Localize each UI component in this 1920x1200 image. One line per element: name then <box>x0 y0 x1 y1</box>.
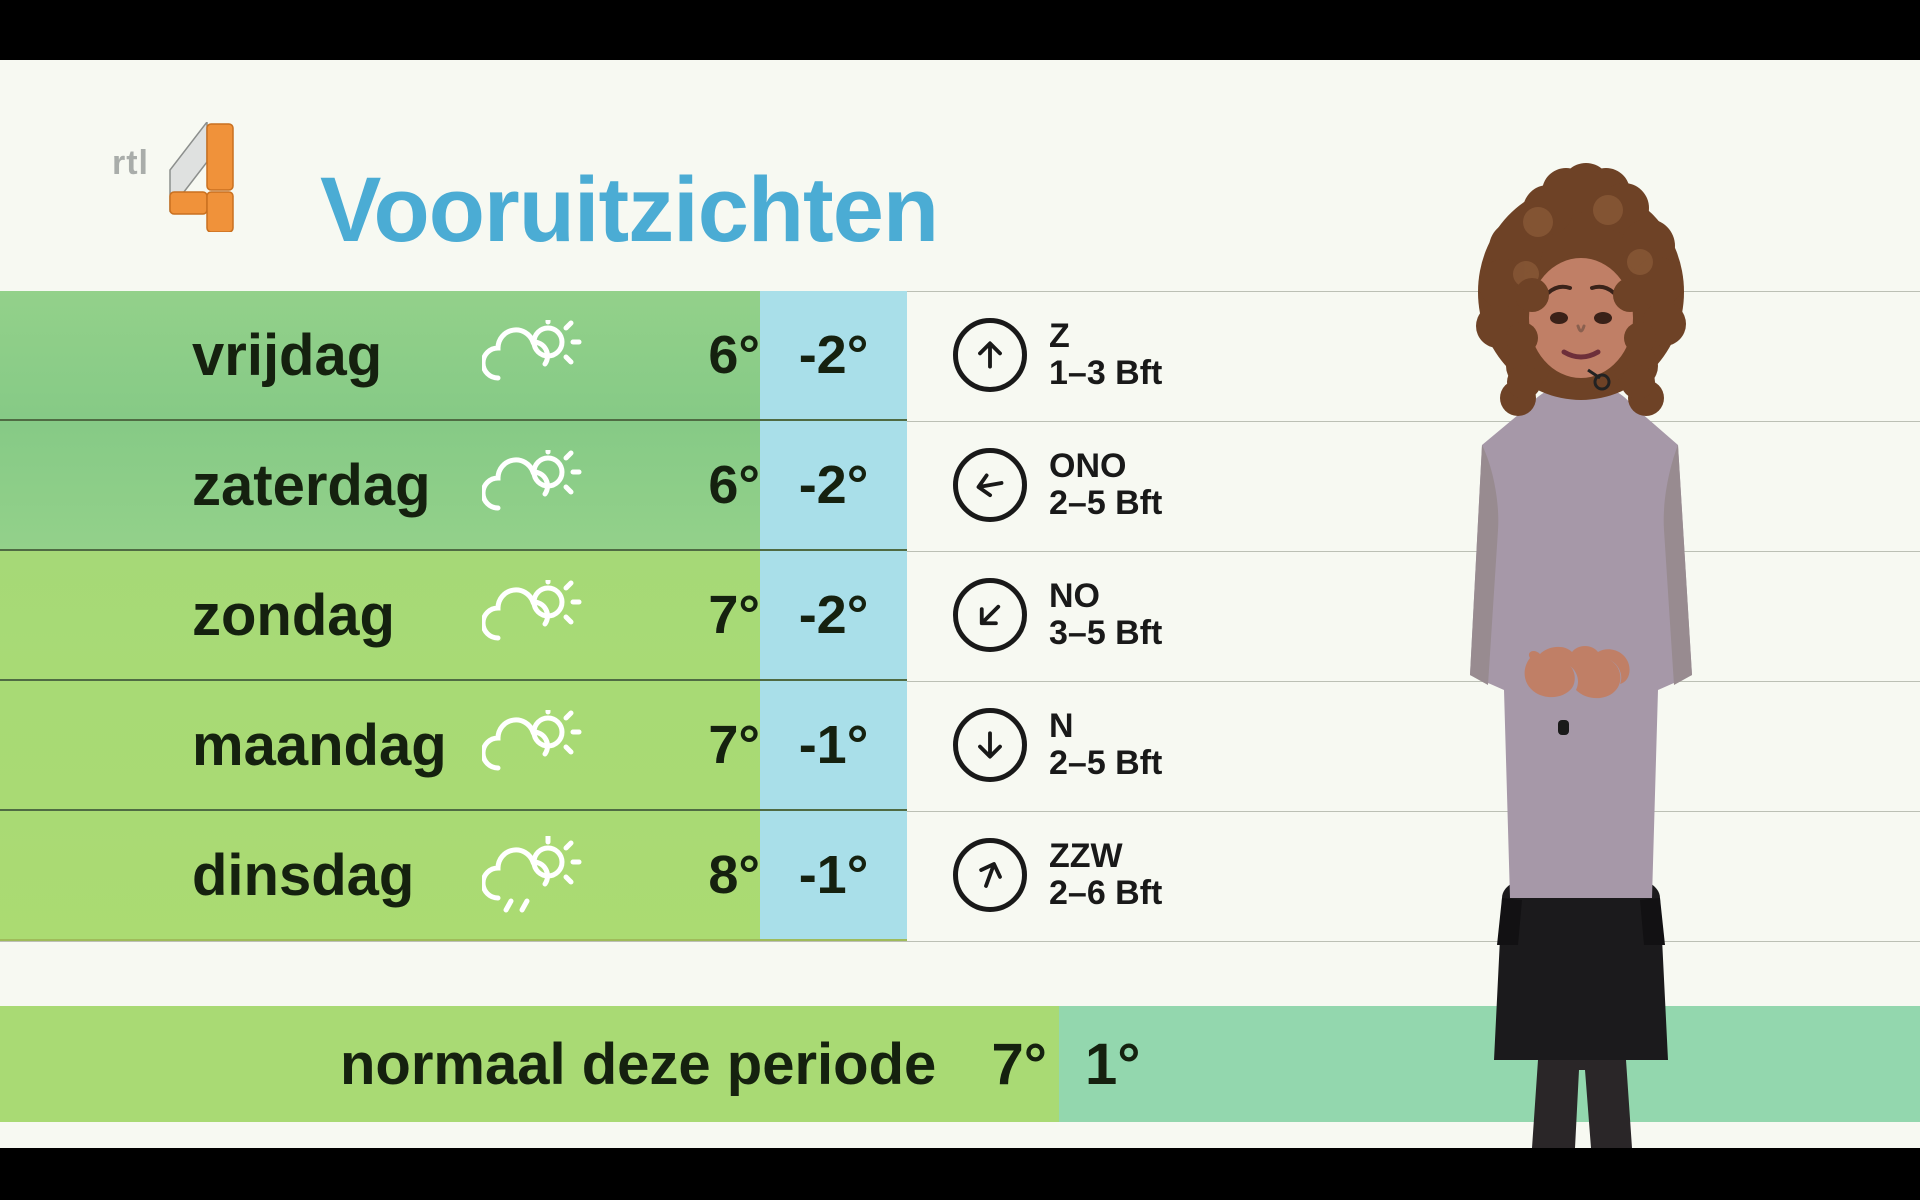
svg-text:rtl: rtl <box>112 144 149 182</box>
